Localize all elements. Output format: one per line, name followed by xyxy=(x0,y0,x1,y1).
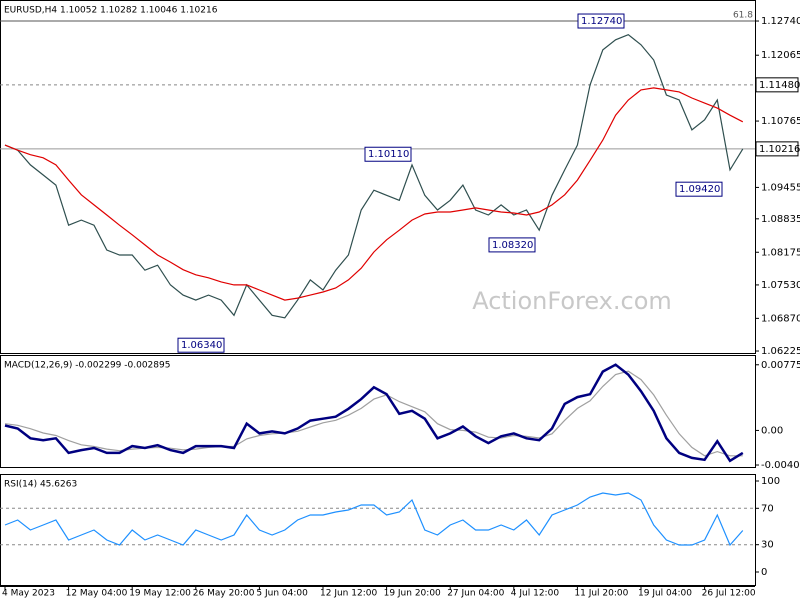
panel-frame xyxy=(0,474,756,586)
level-label: 1.11480 xyxy=(759,80,800,91)
y-tick-label: 1.09455 xyxy=(761,182,800,193)
x-tick-label: 19 May 12:00 xyxy=(129,589,191,599)
x-tick-label: 27 Jun 04:00 xyxy=(447,589,504,599)
annotation-box xyxy=(177,337,225,353)
level-label-box xyxy=(755,77,799,93)
y-tick-label: 70 xyxy=(761,503,774,514)
annotation-box xyxy=(488,237,536,253)
fib-label: 61.8 xyxy=(733,11,753,21)
annotation-label: 1.06340 xyxy=(181,340,222,351)
y-tick-label: 0 xyxy=(761,567,767,578)
panel-title: MACD(12,26,9) -0.002299 -0.002895 xyxy=(4,361,170,371)
panel-subtitle: 1.10052 1.10282 1.10046 1.10216 xyxy=(60,6,218,16)
y-tick-label: 0.007756 xyxy=(761,360,800,371)
panel-frame xyxy=(0,355,756,468)
panel-title: RSI(14) 45.6263 xyxy=(4,480,77,490)
x-tick-label: 19 Jun 20:00 xyxy=(384,589,441,599)
series-line xyxy=(4,363,744,463)
level-label-box xyxy=(755,141,799,157)
annotation-box xyxy=(364,146,412,162)
series-line xyxy=(4,492,744,547)
y-tick-label: 1.06870 xyxy=(761,313,800,324)
annotation-label: 1.09420 xyxy=(679,184,720,195)
y-tick-label: 1.12740 xyxy=(761,16,800,27)
y-tick-label: 100 xyxy=(761,476,780,487)
y-tick-label: 1.08835 xyxy=(761,214,800,225)
y-tick-label: 1.07530 xyxy=(761,280,800,291)
x-tick-label: 5 Jun 04:00 xyxy=(256,589,308,599)
y-tick-label: -0.004086 xyxy=(761,460,800,471)
x-tick-label: 12 Jun 12:00 xyxy=(320,589,377,599)
panel-title: EURUSD,H4 xyxy=(4,6,57,16)
y-tick-label: 30 xyxy=(761,540,774,551)
x-tick-label: 26 May 20:00 xyxy=(193,589,255,599)
level-label: 1.10216 xyxy=(759,144,800,155)
watermark: ActionForex.com xyxy=(472,287,672,315)
y-tick-label: 1.10765 xyxy=(761,116,800,127)
y-tick-label: 1.12065 xyxy=(761,50,800,61)
x-tick-label: 19 Jul 04:00 xyxy=(638,589,692,599)
x-tick-label: 4 May 2023 xyxy=(2,589,55,599)
x-tick-label: 12 May 04:00 xyxy=(66,589,128,599)
series-line xyxy=(4,34,744,319)
panel-frame xyxy=(0,0,756,354)
annotation-label: 1.08320 xyxy=(492,240,533,251)
y-tick-label: 0.00 xyxy=(761,425,783,436)
annotation-label: 1.12740 xyxy=(581,16,622,27)
series-line xyxy=(4,87,744,301)
annotation-label: 1.10110 xyxy=(368,149,409,160)
annotation-box xyxy=(675,181,723,197)
x-tick-label: 11 Jul 20:00 xyxy=(574,589,628,599)
y-tick-label: 1.06225 xyxy=(761,346,800,357)
y-tick-label: 1.08175 xyxy=(761,247,800,258)
annotation-box xyxy=(577,13,625,29)
x-tick-label: 4 Jul 12:00 xyxy=(511,589,560,599)
x-tick-label: 26 Jul 12:00 xyxy=(702,589,756,599)
